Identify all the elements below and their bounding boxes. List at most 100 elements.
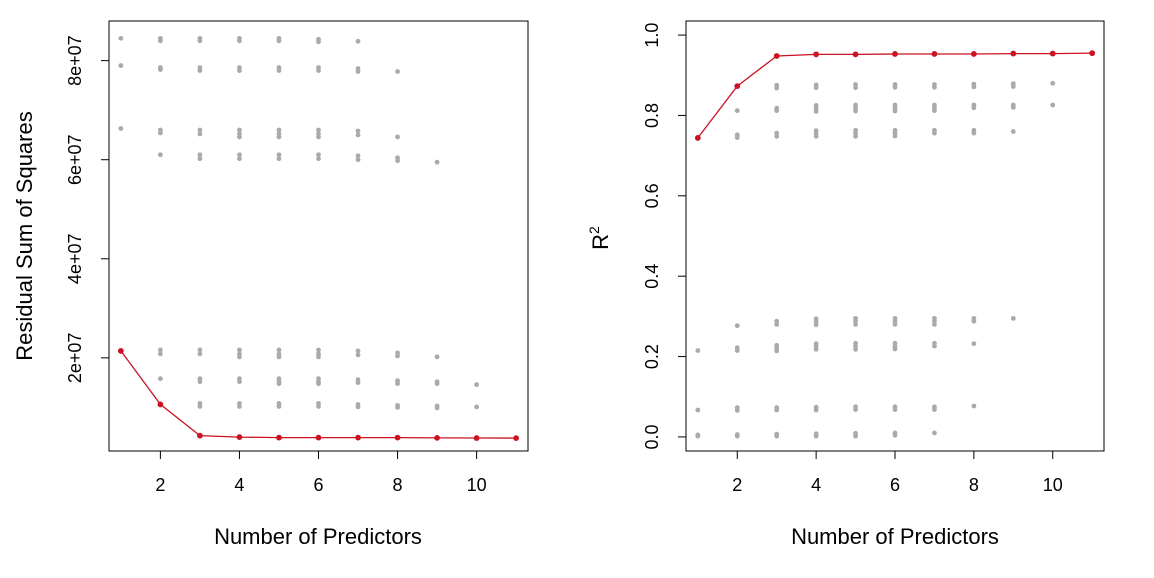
model-point: [237, 354, 242, 360]
model-point: [197, 38, 203, 44]
model-point: [197, 347, 203, 353]
model-point: [355, 352, 361, 358]
model-point: [734, 408, 740, 413]
model-point: [118, 35, 124, 41]
y-tick-label: 4e+07: [65, 234, 85, 285]
model-point: [355, 157, 361, 163]
model-point: [932, 130, 937, 136]
model-point: [355, 38, 361, 44]
model-point: [316, 152, 321, 158]
model-point: [932, 343, 937, 349]
y-tick-label: 0.0: [642, 424, 662, 449]
model-point: [316, 127, 321, 133]
model-point: [932, 407, 937, 413]
model-point: [774, 133, 780, 139]
y-axis-label: R2: [586, 226, 613, 250]
model-point: [316, 68, 321, 73]
model-point: [695, 407, 701, 413]
best-model-point: [1049, 50, 1056, 57]
rss-panel: 2 4 6 8 10 2e+07 4e+07 6e+07 8e+07 Number of Pre…: [12, 20, 529, 549]
model-point: [316, 381, 321, 387]
best-model-point: [813, 51, 820, 58]
best-model-point: [852, 51, 859, 58]
model-point: [395, 69, 400, 74]
model-point: [695, 348, 701, 353]
model-point: [892, 407, 898, 413]
x-tick-label: 6: [890, 475, 900, 495]
model-point: [237, 134, 242, 140]
model-point: [774, 407, 780, 413]
best-model-point: [1089, 50, 1096, 57]
data-points: [117, 35, 520, 442]
model-point: [774, 348, 780, 354]
model-point: [316, 39, 321, 45]
x-tick-label: 8: [969, 475, 979, 495]
model-point: [276, 134, 282, 140]
best-model-point: [473, 435, 480, 441]
model-point: [157, 152, 163, 158]
model-point: [813, 133, 819, 139]
x-tick-label: 2: [155, 475, 165, 495]
model-point: [971, 130, 977, 136]
r-squared-panel: 2 4 6 8 10 0.0 0.2 0.4 0.6 0.8 1.0 Number of Predi…: [586, 20, 1105, 549]
y-tick-label: 0.6: [642, 183, 662, 208]
model-point: [395, 405, 400, 410]
model-point: [932, 108, 937, 114]
model-point: [474, 382, 480, 388]
y-axis-label-base: R: [588, 234, 613, 250]
model-point: [355, 348, 361, 354]
model-point: [971, 341, 977, 347]
model-point: [157, 347, 163, 353]
model-point: [853, 322, 858, 327]
model-point: [276, 404, 282, 409]
axis-ticks: 2 4 6 8 10 2e+07 4e+07 6e+07 8e+07: [65, 35, 487, 495]
model-point: [276, 68, 282, 73]
model-point: [395, 353, 400, 359]
model-point: [237, 38, 242, 44]
model-point: [316, 156, 321, 162]
model-point: [892, 108, 898, 114]
model-point: [774, 108, 780, 114]
model-point: [853, 407, 858, 413]
model-point: [734, 433, 740, 439]
model-point: [1050, 102, 1056, 108]
model-point: [316, 404, 321, 409]
model-point: [197, 156, 203, 162]
model-point: [734, 108, 740, 114]
model-point: [971, 105, 977, 111]
model-point: [853, 133, 858, 139]
model-point: [197, 152, 203, 158]
best-model-point: [276, 434, 282, 441]
best-model-point: [197, 432, 203, 439]
model-point: [734, 348, 740, 353]
best-model-point: [892, 51, 898, 57]
model-point: [774, 85, 780, 91]
model-point: [197, 351, 203, 357]
x-tick-label: 10: [1043, 475, 1063, 495]
plot-frame: [108, 20, 529, 452]
model-point: [1010, 84, 1016, 89]
model-point: [774, 322, 780, 327]
x-tick-label: 2: [732, 475, 742, 495]
model-point: [276, 156, 282, 162]
model-point: [157, 38, 163, 44]
model-point: [734, 323, 740, 329]
model-point: [853, 346, 858, 352]
model-point: [316, 347, 321, 353]
model-point: [734, 135, 740, 140]
best-model-line: [697, 52, 1093, 139]
model-point: [197, 68, 203, 73]
best-model-point: [1010, 50, 1017, 57]
model-point: [1010, 105, 1016, 110]
model-point: [237, 68, 242, 73]
model-point: [932, 430, 937, 436]
y-axis-label: Residual Sum of Squares: [12, 111, 37, 360]
model-point: [276, 354, 282, 360]
best-model-point: [117, 348, 124, 354]
model-point: [276, 38, 282, 44]
best-model-point: [513, 435, 520, 442]
model-point: [813, 346, 819, 352]
model-point: [434, 381, 440, 387]
best-model-point: [970, 51, 977, 57]
model-point: [695, 433, 701, 439]
